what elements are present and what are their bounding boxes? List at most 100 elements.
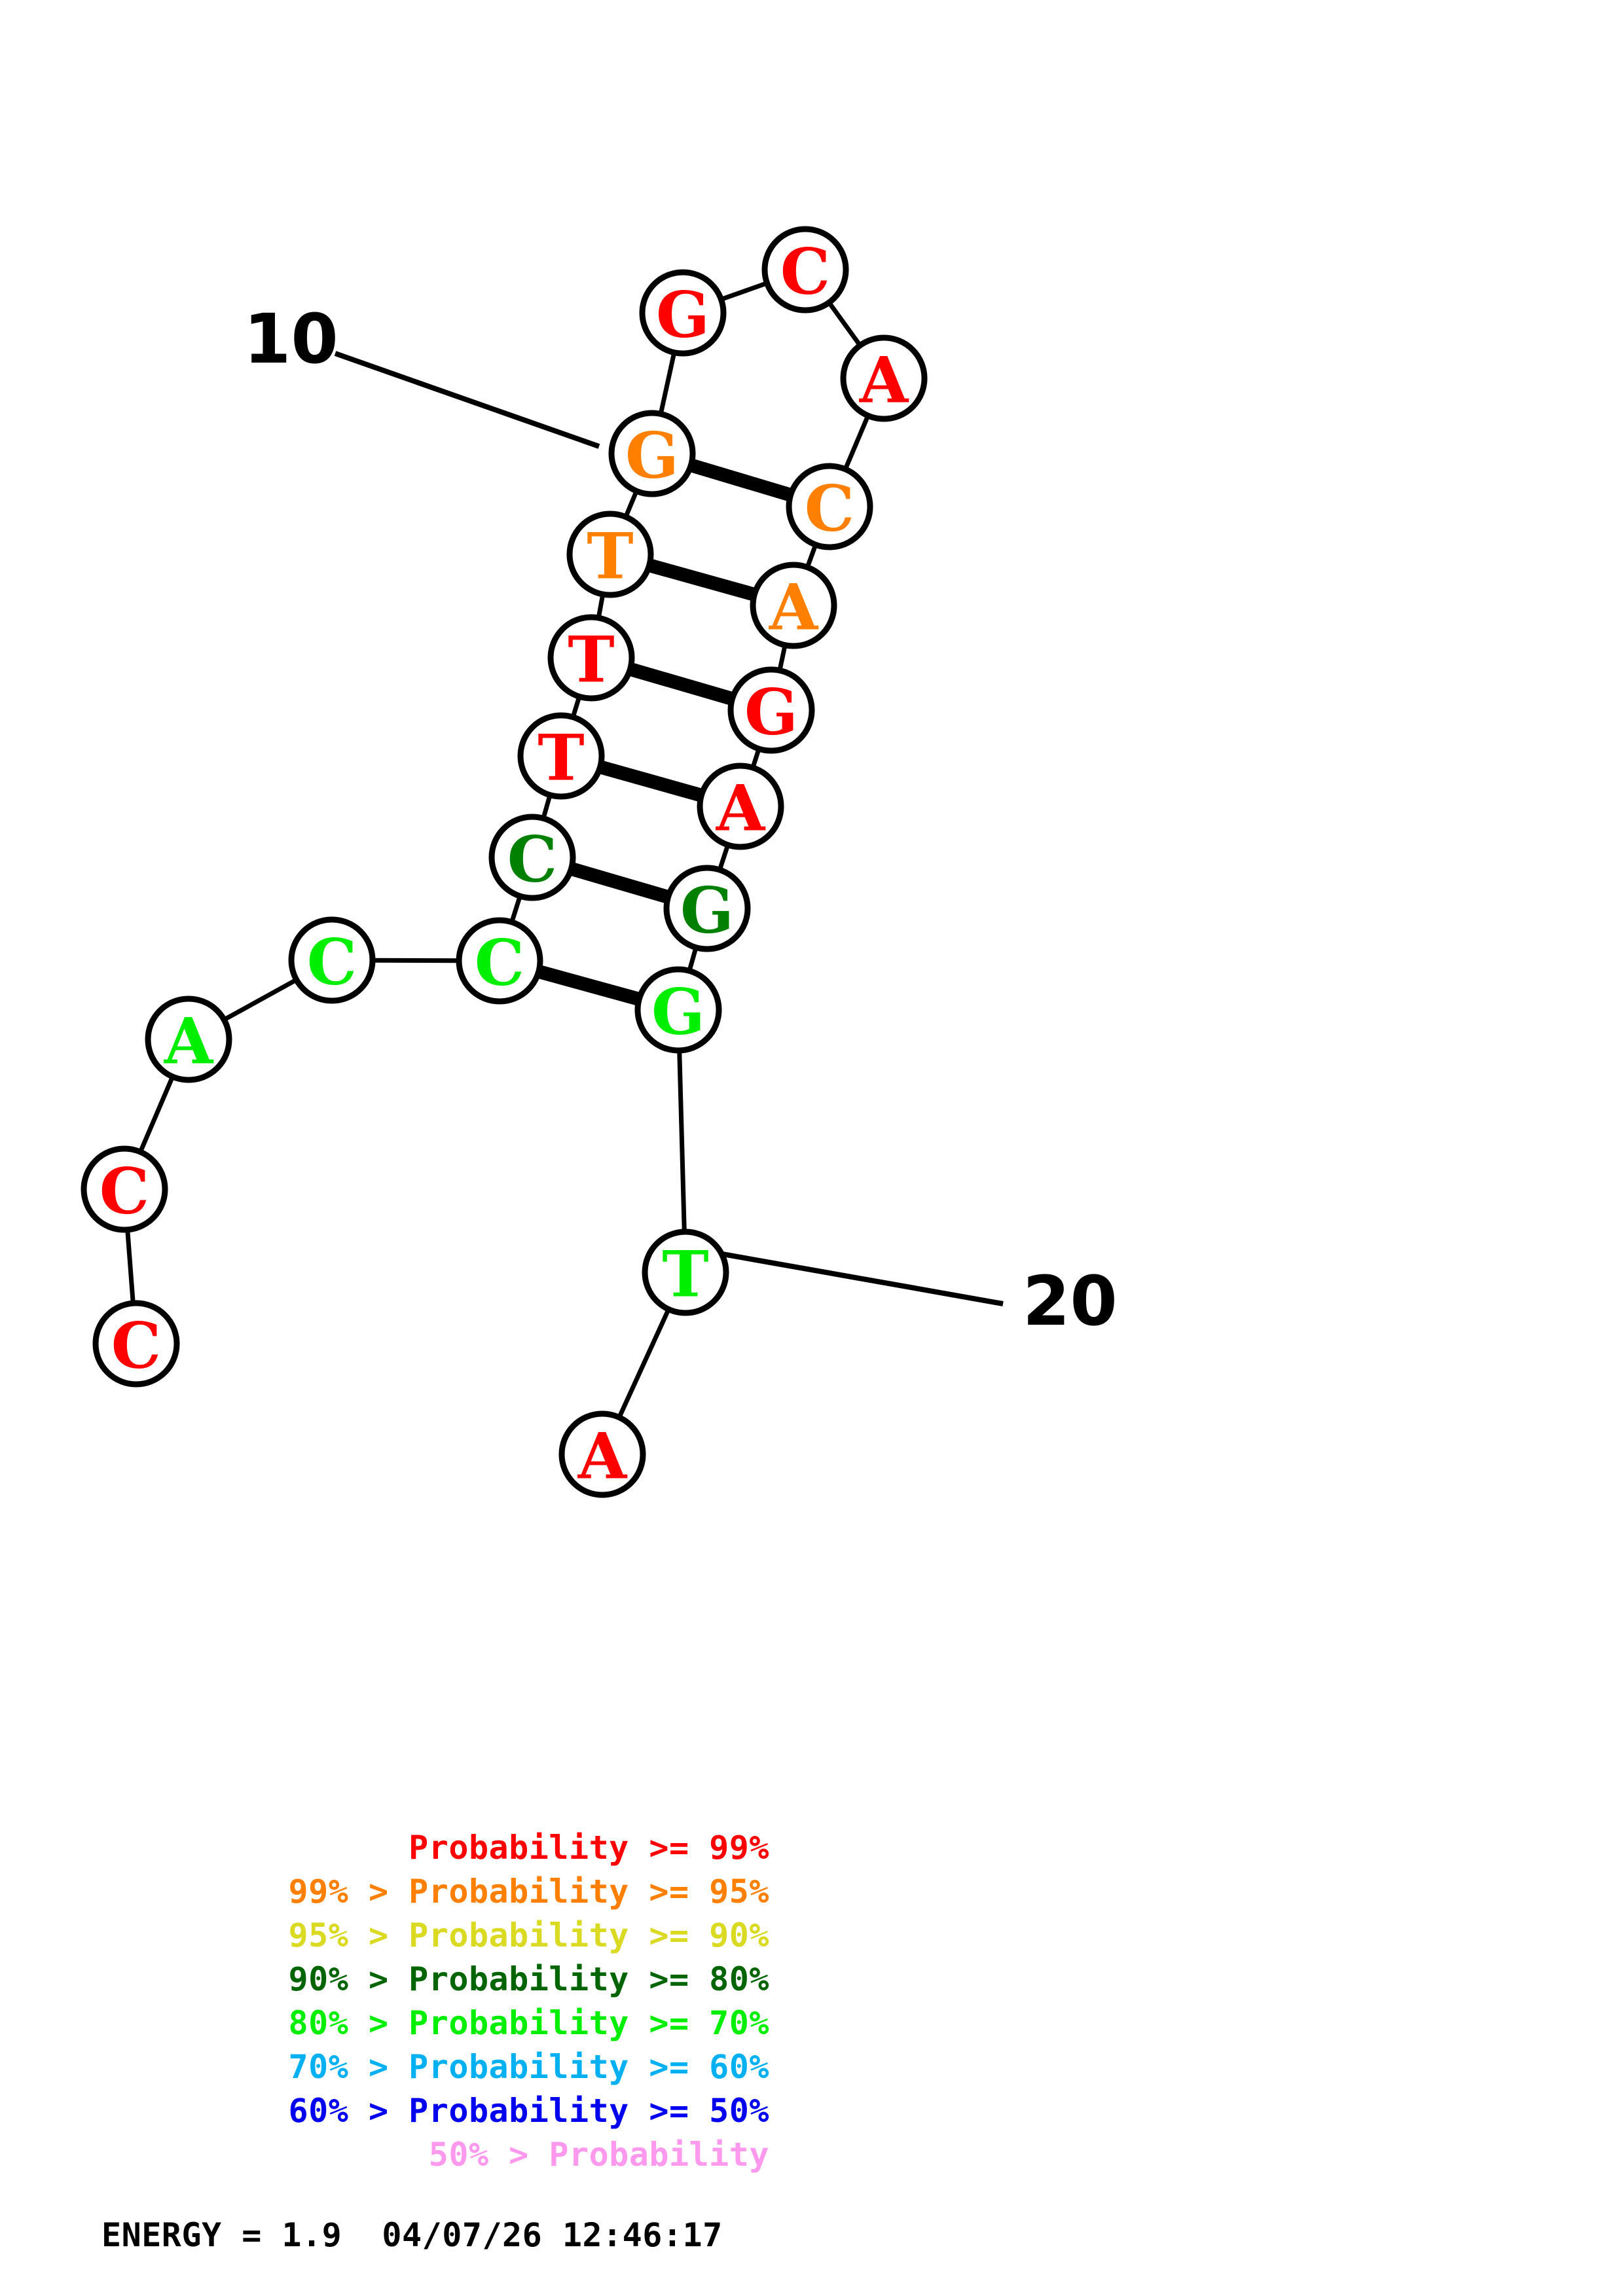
nucleotide-base-letter: T — [587, 520, 633, 594]
nucleotide-node[interactable]: T — [642, 1229, 729, 1316]
backbone-bond — [596, 592, 606, 620]
position-leader-line — [334, 351, 600, 449]
nucleotide-base-letter: G — [656, 278, 710, 352]
nucleotide-base-letter: C — [307, 925, 357, 999]
backbone-bond — [658, 350, 677, 416]
backbone-bond — [777, 643, 788, 673]
nucleotide-node[interactable]: A — [145, 996, 232, 1083]
legend-row: 95% > Probability >= 90% — [288, 1916, 769, 1954]
nucleotide-base-letter: G — [680, 874, 734, 948]
backbone-bond — [623, 489, 640, 519]
nucleotide-base-letter: A — [859, 344, 909, 418]
legend-row: 60% > Probability >= 50% — [288, 2092, 769, 2130]
backbone-bond — [677, 1049, 687, 1234]
nucleotide-base-letter: C — [780, 235, 830, 309]
nucleotide-base-letter: T — [662, 1238, 708, 1312]
nucleotide-node[interactable]: A — [750, 562, 837, 649]
nucleotide-node[interactable]: T — [566, 511, 654, 598]
nucleotide-base-letter: C — [805, 472, 854, 546]
backbone-bond — [371, 958, 461, 963]
nucleotide-circle — [642, 1229, 729, 1316]
backbone-bond — [616, 1307, 672, 1420]
nucleotide-base-letter: C — [100, 1155, 149, 1229]
nucleotide-circle — [81, 1145, 168, 1233]
nucleotide-node[interactable]: C — [288, 916, 376, 1004]
nucleotide-circle — [634, 966, 722, 1054]
nucleotide-circle — [145, 996, 232, 1083]
nucleotide-node[interactable]: C — [81, 1145, 168, 1233]
nucleotide-circle — [488, 814, 576, 901]
probability-color-legend: Probability >= 99% 99% > Probability >= 9… — [101, 1826, 953, 2177]
base-pair-bond — [627, 662, 736, 706]
nucleotide-circle — [663, 865, 751, 952]
nucleotide-circle — [750, 562, 837, 649]
nucleotide-circle — [697, 762, 784, 850]
nucleotide-node[interactable]: A — [558, 1410, 646, 1498]
base-pair-bond — [687, 458, 794, 502]
nucleotide-node[interactable]: T — [517, 712, 605, 800]
nucleotide-node[interactable]: A — [697, 762, 784, 850]
nucleotide-circle — [92, 1300, 180, 1388]
nucleotide-circle — [840, 334, 928, 422]
nucleotide-node[interactable]: T — [547, 614, 635, 702]
nucleotide-base-letter: G — [625, 419, 679, 493]
base-pair-bond — [646, 558, 758, 602]
legend-row: 80% > Probability >= 70% — [288, 2004, 769, 2042]
nucleotide-node[interactable]: G — [727, 666, 815, 754]
nucleotide-node[interactable]: C — [761, 226, 849, 314]
position-labels-group: 10 20 — [244, 299, 1118, 1341]
nucleotide-node[interactable]: G — [634, 966, 722, 1054]
nucleotide-base-letter: C — [507, 823, 557, 897]
nucleotide-node[interactable]: G — [608, 410, 696, 497]
energy-and-timestamp-line: ENERGY = 1.9 04/07/26 12:46:17 — [101, 2216, 723, 2254]
nucleotide-base-letter: C — [475, 926, 524, 1000]
backbone-bond — [843, 413, 871, 472]
nucleotide-circle — [639, 269, 727, 357]
legend-row: 99% > Probability >= 95% — [288, 1873, 769, 1910]
nucleotide-base-letter: G — [744, 675, 798, 749]
base-pair-bonds-group — [536, 458, 794, 1007]
nucleotide-base-letter: A — [164, 1005, 214, 1079]
nucleotide-node[interactable]: G — [663, 865, 751, 952]
nucleotide-circle — [558, 1410, 646, 1498]
backbone-bond — [717, 842, 731, 872]
nucleotide-circle — [547, 614, 635, 702]
backbone-bonds-group — [125, 280, 871, 1420]
backbone-bond — [687, 945, 699, 973]
backbone-bond — [221, 977, 299, 1023]
nucleotide-node[interactable]: G — [639, 269, 727, 357]
nucleotide-circle — [517, 712, 605, 800]
nucleotide-node[interactable]: C — [456, 917, 543, 1005]
position-number-label: 20 — [1023, 1261, 1118, 1341]
nucleotide-base-letter: G — [651, 975, 705, 1049]
nucleotide-circle — [566, 511, 654, 598]
nucleotide-base-letter: A — [716, 772, 766, 846]
nucleotide-base-letter: T — [568, 623, 614, 697]
nucleotide-node[interactable]: C — [786, 463, 873, 550]
base-pair-bond — [536, 964, 642, 1007]
legend-row: 50% > Probability — [428, 2136, 769, 2174]
nucleotide-node[interactable]: C — [488, 814, 576, 901]
nucleotide-node[interactable]: C — [92, 1300, 180, 1388]
nucleotide-circle — [761, 226, 849, 314]
nucleotide-base-letter: A — [577, 1420, 628, 1494]
nucleotide-base-letter: C — [111, 1309, 161, 1383]
base-pair-bond — [596, 760, 705, 802]
nucleotide-circle — [456, 917, 543, 1005]
nucleotide-circle — [608, 410, 696, 497]
backbone-bond — [509, 894, 523, 924]
backbone-bond — [125, 1228, 136, 1305]
base-pair-bond — [568, 861, 672, 905]
nucleotide-node[interactable]: A — [840, 334, 928, 422]
backbone-bond — [541, 793, 553, 821]
position-leader-line — [685, 1245, 1004, 1306]
backbone-bond — [137, 1074, 175, 1155]
nucleotide-base-letter: T — [538, 721, 584, 795]
position-number-label: 10 — [244, 299, 338, 379]
backbone-bond — [719, 280, 769, 302]
nucleotide-circle — [727, 666, 815, 754]
nucleotide-circle — [288, 916, 376, 1004]
nucleotide-circle — [786, 463, 873, 550]
